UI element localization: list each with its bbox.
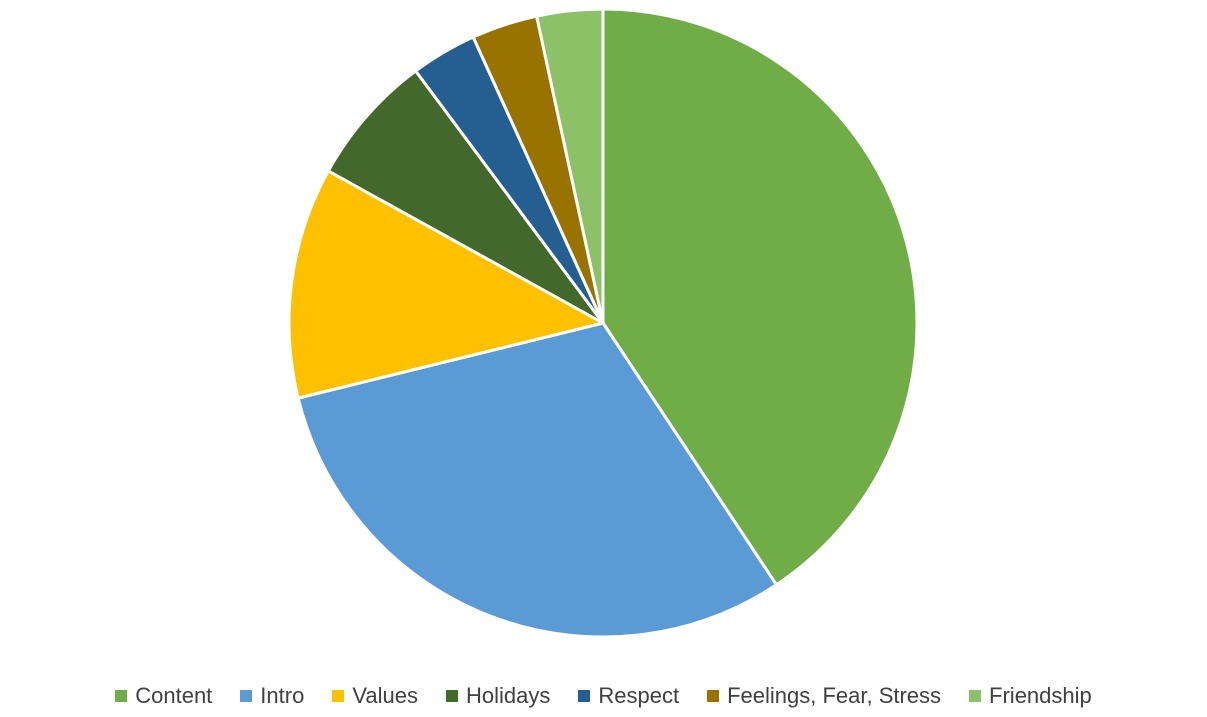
legend-label-content: Content [135,683,213,708]
legend-swatch-values [332,690,345,702]
legend-label-feelings-fear-stress: Feelings, Fear, Stress [727,683,942,708]
legend-swatch-feelings-fear-stress [707,690,720,702]
legend-swatch-respect [578,690,591,702]
legend-entry-values: Values [332,683,418,709]
legend-swatch-friendship [969,690,982,702]
pie-slice-friendship [535,7,605,325]
legend-entry-intro: Intro [240,683,304,709]
legend-label-friendship: Friendship [989,683,1092,708]
legend-entry-holidays: Holidays [445,683,551,709]
pie-slice-intro [296,321,778,639]
legend-entry-feelings-fear-stress: Feelings, Fear, Stress [707,683,941,709]
legend-entry-content: Content [115,683,212,709]
legend-label-intro: Intro [260,683,305,708]
legend-entry-friendship: Friendship [969,683,1092,709]
legend-label-holidays: Holidays [465,683,551,708]
legend: Content Intro Values Holidays Respect Feeling… [0,683,1207,709]
legend-label-respect: Respect [598,683,680,708]
pie-slice-holidays [326,69,605,325]
legend-entry-respect: Respect [578,683,679,709]
legend-label-values: Values [352,683,418,708]
legend-swatch-content [115,690,128,702]
legend-swatch-holidays [445,690,458,702]
pie-slice-values [287,169,605,400]
legend-swatch-intro [240,690,253,702]
